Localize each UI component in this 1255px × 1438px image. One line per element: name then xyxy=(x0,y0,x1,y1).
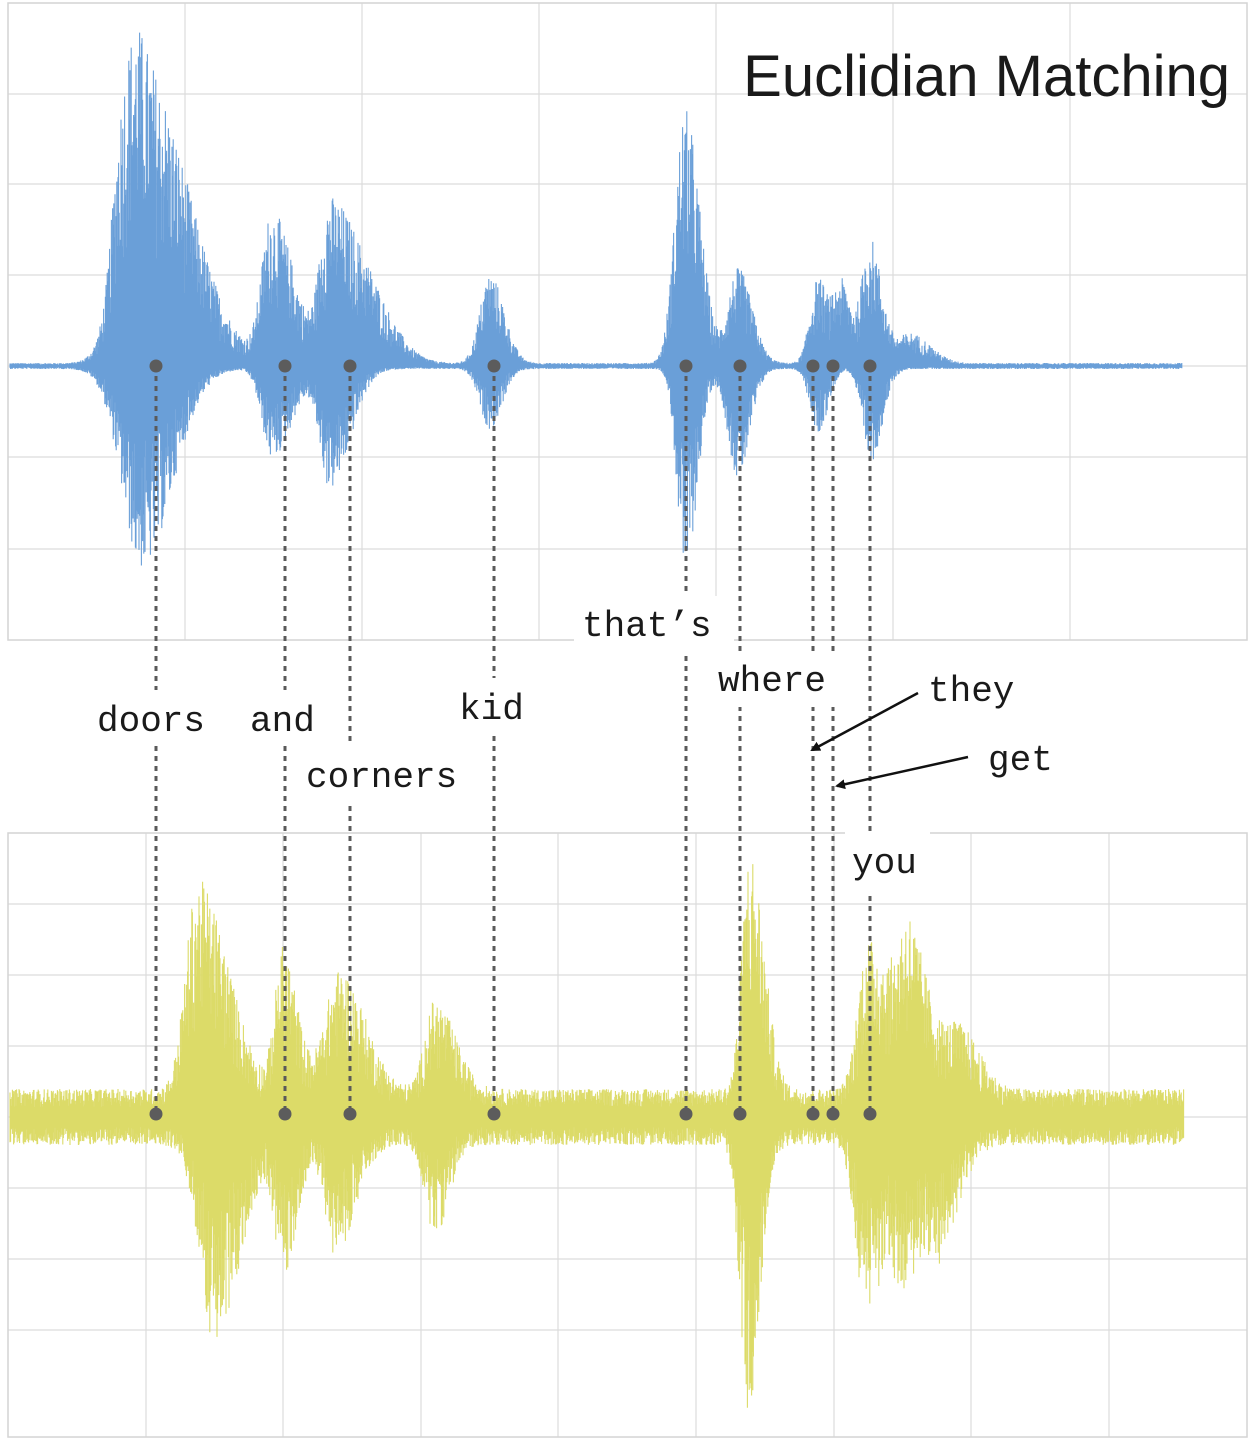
bottom-match-point-kid xyxy=(487,1107,501,1121)
figure-title: Euclidian Matching xyxy=(743,44,1230,109)
alignment-connectors xyxy=(149,359,877,1121)
label-bg-and xyxy=(244,690,326,745)
bottom-match-point-get xyxy=(826,1107,840,1121)
word-label-kid: kid xyxy=(459,689,524,730)
label-bg-corners xyxy=(300,745,478,802)
word-label-thats: that’s xyxy=(582,606,712,647)
label-bg-kid xyxy=(452,678,534,733)
top-match-point-corners xyxy=(343,359,357,373)
bottom-match-point-they xyxy=(806,1107,820,1121)
word-label-you: you xyxy=(852,843,917,884)
word-labels: doors and corners kid that’s where they … xyxy=(88,596,1053,892)
pointer-arrow-they xyxy=(810,691,919,752)
bottom-waveform xyxy=(9,864,1185,1408)
bottom-match-point-doors xyxy=(149,1107,163,1121)
label-bg-doors xyxy=(88,690,220,745)
pointer-arrow-get xyxy=(835,755,969,790)
word-label-get: get xyxy=(988,740,1053,781)
bottom-panel-frame xyxy=(7,832,1248,1438)
label-bg-you xyxy=(845,832,930,892)
label-bg-thats xyxy=(574,596,734,651)
top-match-point-where xyxy=(733,359,747,373)
top-match-point-doors xyxy=(149,359,163,373)
top-waveform-panel xyxy=(7,2,1248,641)
label-bg-where xyxy=(711,652,846,707)
top-waveform xyxy=(9,32,1183,566)
word-label-and: and xyxy=(250,701,315,742)
bottom-waveform-panel xyxy=(7,832,1248,1438)
bottom-match-point-and xyxy=(278,1107,292,1121)
word-label-they: they xyxy=(928,671,1014,712)
bottom-match-point-you xyxy=(863,1107,877,1121)
word-label-doors: doors xyxy=(97,701,205,742)
bottom-match-point-thats xyxy=(679,1107,693,1121)
top-match-point-thats xyxy=(679,359,693,373)
top-match-point-they xyxy=(806,359,820,373)
bottom-match-point-where xyxy=(733,1107,747,1121)
top-match-point-you xyxy=(863,359,877,373)
bottom-match-point-corners xyxy=(343,1107,357,1121)
top-match-point-get xyxy=(826,359,840,373)
word-label-where: where xyxy=(718,661,826,702)
top-match-point-kid xyxy=(487,359,501,373)
top-match-point-and xyxy=(278,359,292,373)
word-label-corners: corners xyxy=(306,757,457,798)
